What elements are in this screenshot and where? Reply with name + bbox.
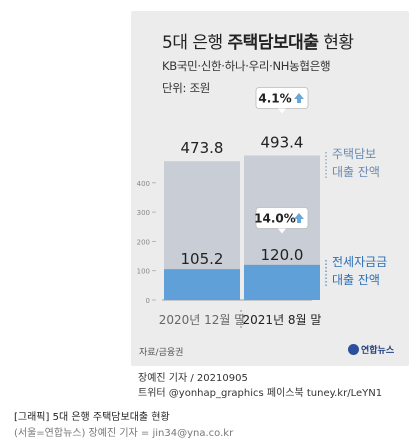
legend-label-line2: 대출 잔액 (332, 273, 380, 287)
banks-subtitle: KB국민·신한·하나·우리·NH농협은행 (162, 59, 331, 73)
y-tick-label: 400 (137, 180, 150, 188)
jeonse-growth-label: 14.0% (254, 212, 296, 226)
yonhap-logo: 연합뉴스 (348, 343, 394, 356)
jeonse-value-label: 120.0 (261, 246, 304, 264)
legend-label-line1: 주택담보 (332, 147, 376, 161)
y-tick-label: 300 (137, 209, 150, 217)
mortgage-growth-pointer (278, 108, 286, 114)
yonhap-logo-icon (348, 344, 359, 355)
jeonse-value-label: 105.2 (181, 250, 224, 268)
jeonse-bar (244, 264, 320, 300)
up-arrow-icon (294, 93, 304, 103)
jeonse-bar (164, 269, 240, 300)
reporter-credit: 장예진 기자 / 20210905 (138, 373, 248, 384)
category-label: 2021년 8월 말 (243, 313, 322, 327)
caption-title: [그래픽] 5대 은행 주택담보대출 현황 (14, 412, 170, 423)
y-tick-label: 0 (146, 297, 150, 305)
category-label: 2020년 12월 말 (159, 313, 246, 327)
source-label: 자료/금융권 (139, 348, 184, 358)
mortgage-value-label: 473.8 (181, 139, 224, 157)
sns-credit: 트위터 @yonhap_graphics 페이스북 tuney.kr/LeYN1 (138, 388, 383, 399)
mortgage-value-label: 493.4 (261, 133, 304, 151)
legend-label-line1: 전세자금금 (332, 255, 387, 269)
y-tick-label: 100 (137, 268, 150, 276)
unit-label: 단위: 조원 (162, 81, 211, 95)
y-tick-label: 200 (137, 238, 150, 246)
caption-sub: (서울=연합뉴스) 장예진 기자 = jin34@yna.co.kr (14, 428, 234, 439)
chart-title: 5대 은행 주택담보대출 현황 (162, 33, 354, 53)
up-arrow-icon (294, 213, 304, 223)
mortgage-growth-label: 4.1% (258, 92, 291, 106)
jeonse-growth-pointer (278, 228, 286, 234)
legend-label-line2: 대출 잔액 (332, 165, 380, 179)
